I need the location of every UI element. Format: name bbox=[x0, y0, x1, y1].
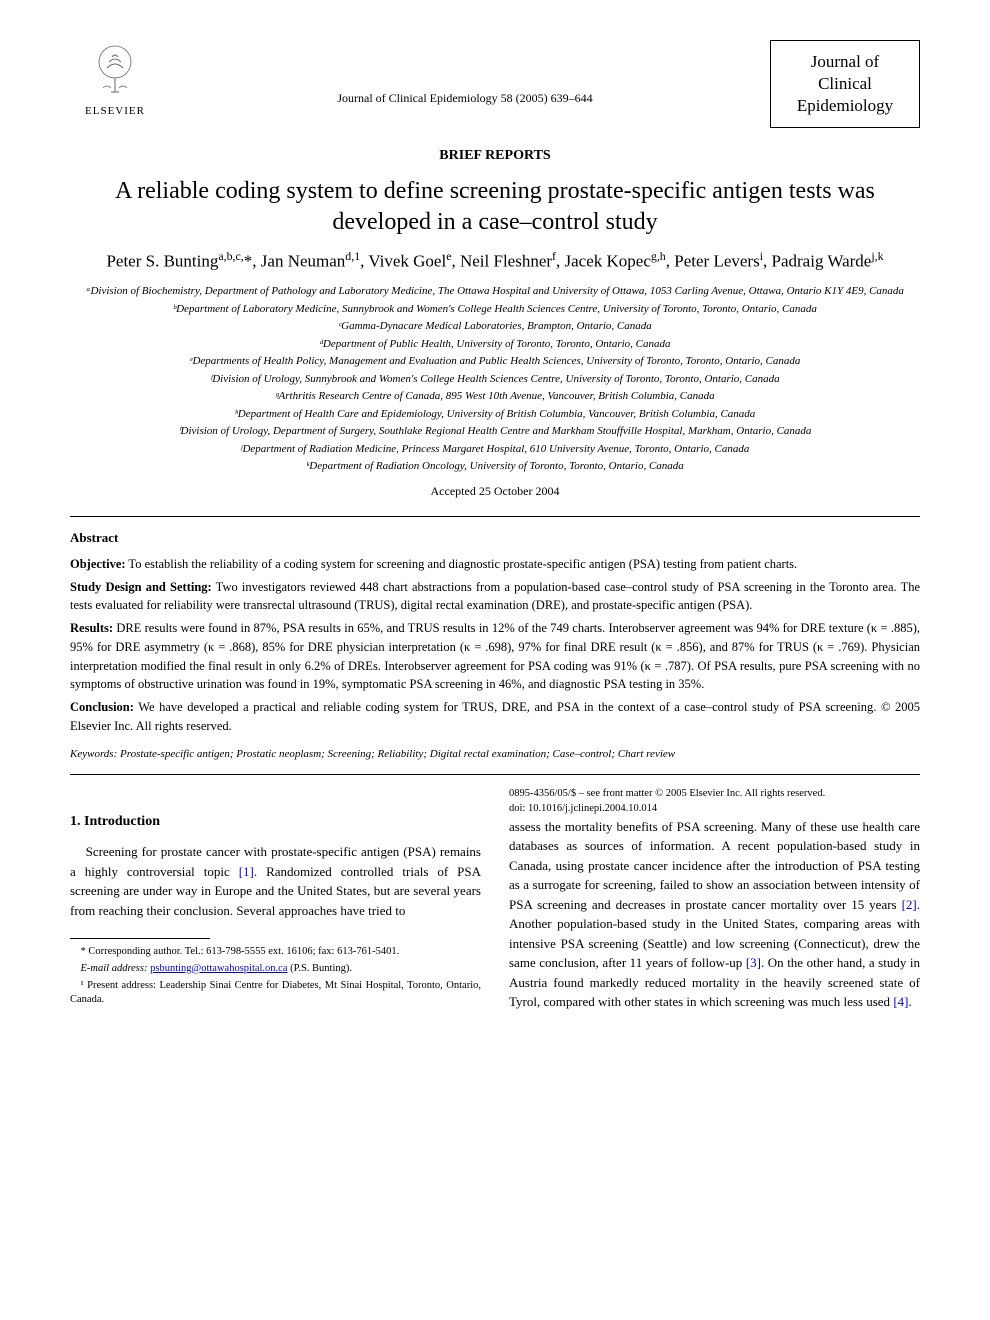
affiliation-line: ᵃDivision of Biochemistry, Department of… bbox=[70, 283, 920, 300]
affiliation-line: ᵏDepartment of Radiation Oncology, Unive… bbox=[70, 458, 920, 475]
copyright-line: 0895-4356/05/$ – see front matter © 2005… bbox=[509, 787, 920, 802]
elsevier-tree-icon bbox=[85, 40, 145, 100]
text-span: assess the mortality benefits of PSA scr… bbox=[509, 819, 920, 912]
doi-block: 0895-4356/05/$ – see front matter © 2005… bbox=[509, 787, 920, 816]
journal-box-line: Epidemiology bbox=[785, 95, 905, 117]
affiliation-line: ᶠDivision of Urology, Sunnybrook and Wom… bbox=[70, 371, 920, 388]
publisher-logo: ELSEVIER bbox=[70, 40, 160, 130]
footnotes: * Corresponding author. Tel.: 613-798-55… bbox=[70, 945, 481, 1008]
journal-reference: Journal of Clinical Epidemiology 58 (200… bbox=[160, 40, 770, 107]
article-title: A reliable coding system to define scree… bbox=[70, 176, 920, 238]
divider bbox=[70, 774, 920, 775]
body-columns: 1. Introduction Screening for prostate c… bbox=[70, 787, 920, 1017]
conclusion-text: We have developed a practical and reliab… bbox=[70, 700, 920, 733]
email-link[interactable]: psbunting@ottawahospital.on.ca bbox=[150, 963, 287, 974]
affiliation-line: ʰDepartment of Health Care and Epidemiol… bbox=[70, 406, 920, 423]
affiliation-line: ⁱDivision of Urology, Department of Surg… bbox=[70, 423, 920, 440]
present-address-note: ¹ Present address: Leadership Sinai Cent… bbox=[70, 979, 481, 1008]
keywords-line: Keywords: Prostate-specific antigen; Pro… bbox=[70, 746, 920, 763]
affiliation-line: ᵇDepartment of Laboratory Medicine, Sunn… bbox=[70, 301, 920, 318]
intro-paragraph: Screening for prostate cancer with prost… bbox=[70, 842, 481, 920]
text-span: . bbox=[908, 994, 911, 1009]
corresponding-author-note: * Corresponding author. Tel.: 613-798-55… bbox=[70, 945, 481, 960]
keywords-label: Keywords: bbox=[70, 748, 117, 760]
doi-text: doi: 10.1016/j.jclinepi.2004.10.014 bbox=[509, 802, 920, 817]
authors-list: Peter S. Buntinga,b,c,*, Jan Neumand,1, … bbox=[70, 248, 920, 273]
email-author: (P.S. Bunting). bbox=[288, 963, 352, 974]
publisher-name: ELSEVIER bbox=[85, 104, 145, 119]
section-label: BRIEF REPORTS bbox=[70, 146, 920, 166]
journal-box-line: Clinical bbox=[785, 73, 905, 95]
accepted-date: Accepted 25 October 2004 bbox=[70, 483, 920, 500]
email-label: E-mail address: bbox=[81, 963, 148, 974]
intro-heading: 1. Introduction bbox=[70, 811, 481, 832]
header-row: ELSEVIER Journal of Clinical Epidemiolog… bbox=[70, 40, 920, 130]
affiliation-line: ʲDepartment of Radiation Medicine, Princ… bbox=[70, 441, 920, 458]
abstract-heading: Abstract bbox=[70, 529, 920, 547]
ref-link[interactable]: [2] bbox=[902, 897, 917, 912]
abstract-body: Objective: To establish the reliability … bbox=[70, 555, 920, 762]
affiliation-line: ᵈDepartment of Public Health, University… bbox=[70, 336, 920, 353]
intro-paragraph-col2: assess the mortality benefits of PSA scr… bbox=[509, 817, 920, 1012]
ref-link[interactable]: [1] bbox=[239, 864, 254, 879]
affiliation-line: ᵍArthritis Research Centre of Canada, 89… bbox=[70, 388, 920, 405]
ref-link[interactable]: [4] bbox=[893, 994, 908, 1009]
journal-box-line: Journal of bbox=[785, 51, 905, 73]
objective-label: Objective: bbox=[70, 557, 126, 571]
design-label: Study Design and Setting: bbox=[70, 580, 212, 594]
affiliations-list: ᵃDivision of Biochemistry, Department of… bbox=[70, 283, 920, 475]
keywords-text: Prostate-specific antigen; Prostatic neo… bbox=[117, 748, 675, 760]
ref-link[interactable]: [3] bbox=[746, 955, 761, 970]
results-label: Results: bbox=[70, 621, 113, 635]
objective-text: To establish the reliability of a coding… bbox=[126, 557, 798, 571]
journal-title-box: Journal of Clinical Epidemiology bbox=[770, 40, 920, 128]
results-text: DRE results were found in 87%, PSA resul… bbox=[70, 621, 920, 691]
affiliation-line: ᶜGamma-Dynacare Medical Laboratories, Br… bbox=[70, 318, 920, 335]
conclusion-label: Conclusion: bbox=[70, 700, 134, 714]
affiliation-line: ᵉDepartments of Health Policy, Managemen… bbox=[70, 353, 920, 370]
email-line: E-mail address: psbunting@ottawahospital… bbox=[70, 962, 481, 977]
divider bbox=[70, 516, 920, 517]
footnotes-divider bbox=[70, 938, 210, 939]
